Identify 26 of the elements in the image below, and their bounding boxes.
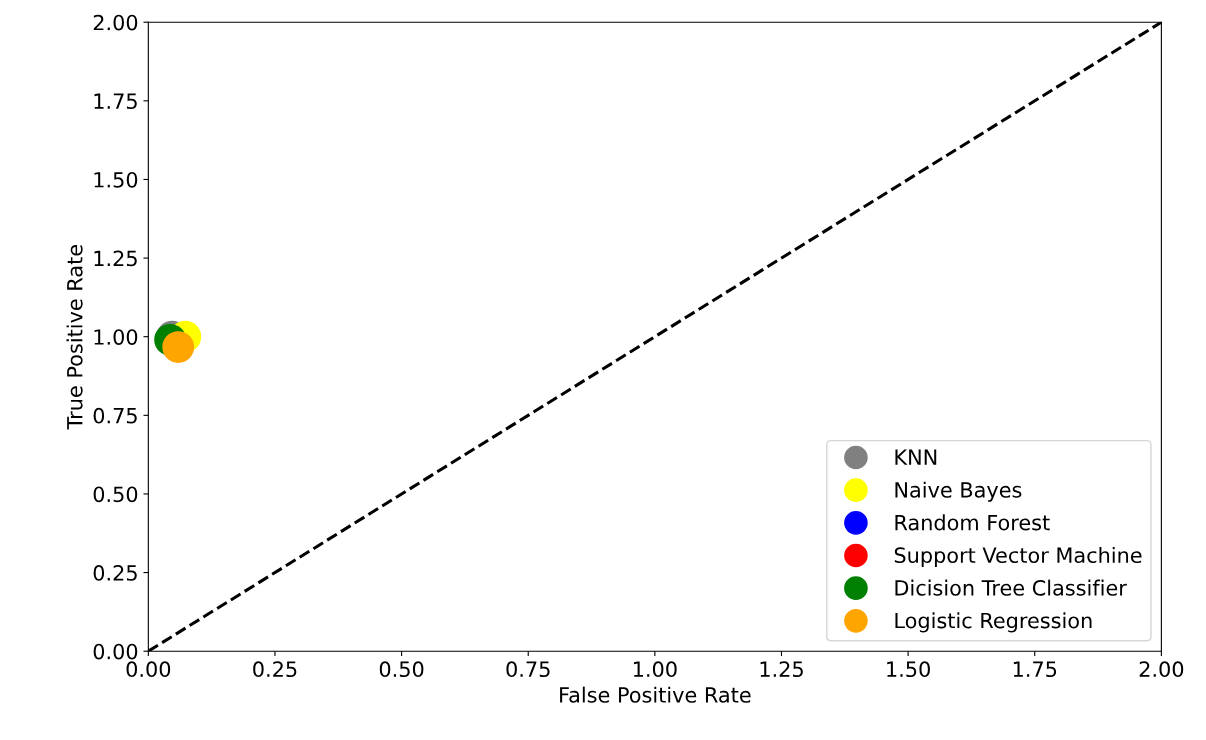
- y-tick-label: 0.00: [93, 643, 138, 660]
- x-tick-label: 0.00: [126, 661, 171, 678]
- legend-label: Naive Bayes: [895, 481, 1022, 502]
- x-tick-label: 0.50: [379, 661, 424, 678]
- legend-label: Logistic Regression: [895, 612, 1092, 633]
- y-tick-label: 0.75: [93, 407, 137, 424]
- x-tick-label: 1.50: [887, 661, 930, 678]
- y-tick-label: 2.00: [93, 14, 138, 31]
- y-tick-label: 1.00: [94, 329, 138, 345]
- y-tick-label: 0.50: [93, 486, 138, 503]
- y-tick-label: 1.75: [94, 93, 137, 110]
- y-tick-label: 0.25: [93, 565, 137, 581]
- legend-label: KNN: [895, 449, 937, 465]
- x-axis-title: False Positive Rate: [560, 686, 751, 703]
- x-tick-label: 2.00: [1139, 661, 1184, 678]
- x-tick-label: 1.25: [760, 661, 803, 678]
- y-tick-label: 1.25: [94, 250, 137, 267]
- legend-label: Support Vector Machine: [894, 546, 1142, 568]
- x-tick-label: 0.25: [253, 661, 297, 678]
- x-tick-label: 1.75: [1013, 661, 1057, 678]
- x-tick-label: 1.00: [633, 661, 677, 678]
- legend-label: Dicision Tree Classifier: [895, 579, 1127, 596]
- y-tick-label: 1.50: [94, 171, 138, 188]
- x-tick-label: 0.75: [506, 661, 550, 678]
- legend-label: Random Forest: [895, 514, 1050, 531]
- y-axis-title: True Positive Rate: [66, 245, 83, 430]
